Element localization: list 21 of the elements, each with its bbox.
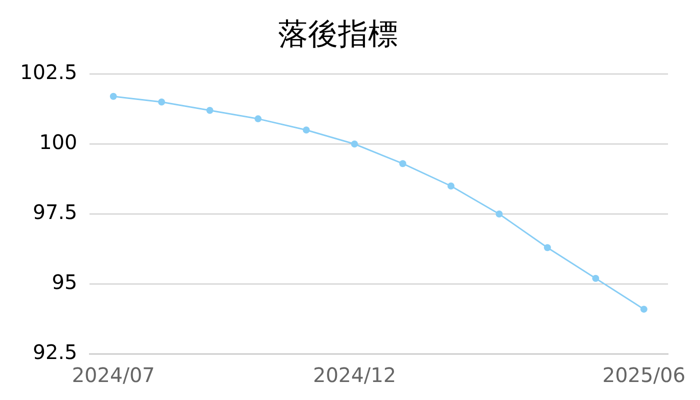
point	[592, 274, 600, 282]
x-tick-label: 2024/12	[312, 363, 396, 388]
y-tick-label: 102.5	[20, 60, 78, 84]
point	[351, 140, 358, 148]
y-tick-label: 92.5	[32, 340, 78, 364]
point	[399, 160, 406, 168]
y-tick-label: 95	[52, 270, 78, 294]
point	[302, 126, 310, 134]
x-tick-label: 2024/07	[72, 363, 155, 388]
point	[110, 92, 117, 100]
point	[158, 98, 166, 106]
point	[544, 244, 551, 252]
x-tick-label: 2025/06	[602, 363, 686, 388]
point	[206, 106, 214, 114]
point	[447, 182, 454, 190]
point	[496, 210, 503, 218]
chart-title: 落後指標	[278, 16, 398, 52]
point	[640, 306, 648, 313]
point	[254, 115, 262, 122]
y-tick-label: 100	[39, 130, 78, 154]
y-tick-label: 97.5	[32, 200, 78, 224]
